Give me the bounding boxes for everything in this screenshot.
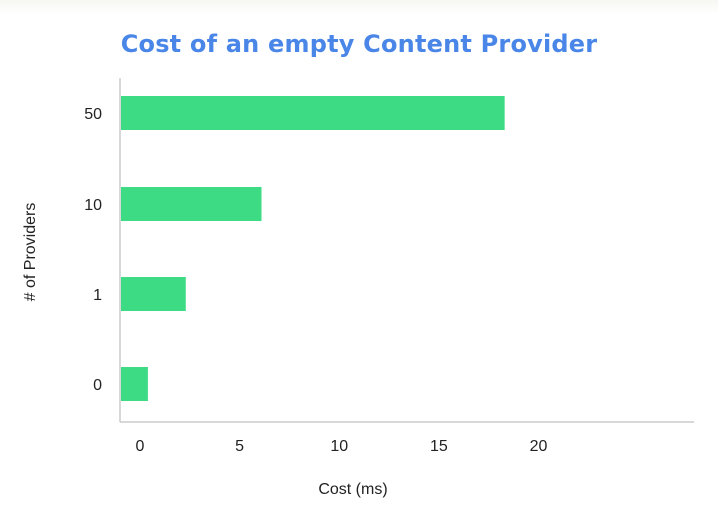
- x-tick-label: 0: [135, 438, 144, 455]
- x-tick-label: 10: [330, 438, 348, 455]
- x-tick-label: 15: [430, 438, 448, 455]
- y-tick-label: 1: [93, 287, 102, 304]
- bar: [121, 96, 505, 130]
- chart-title: Cost of an empty Content Provider: [120, 30, 598, 58]
- y-tick-label: 50: [84, 106, 102, 123]
- y-tick-label: 10: [84, 197, 102, 214]
- x-tick-label: 5: [235, 438, 244, 455]
- x-tick-label: 20: [530, 438, 548, 455]
- y-tick-label: 0: [93, 377, 102, 394]
- bar: [121, 367, 148, 401]
- bar: [121, 187, 262, 221]
- bar: [121, 277, 186, 311]
- top-strip: [0, 0, 718, 14]
- x-axis-label: Cost (ms): [318, 481, 388, 498]
